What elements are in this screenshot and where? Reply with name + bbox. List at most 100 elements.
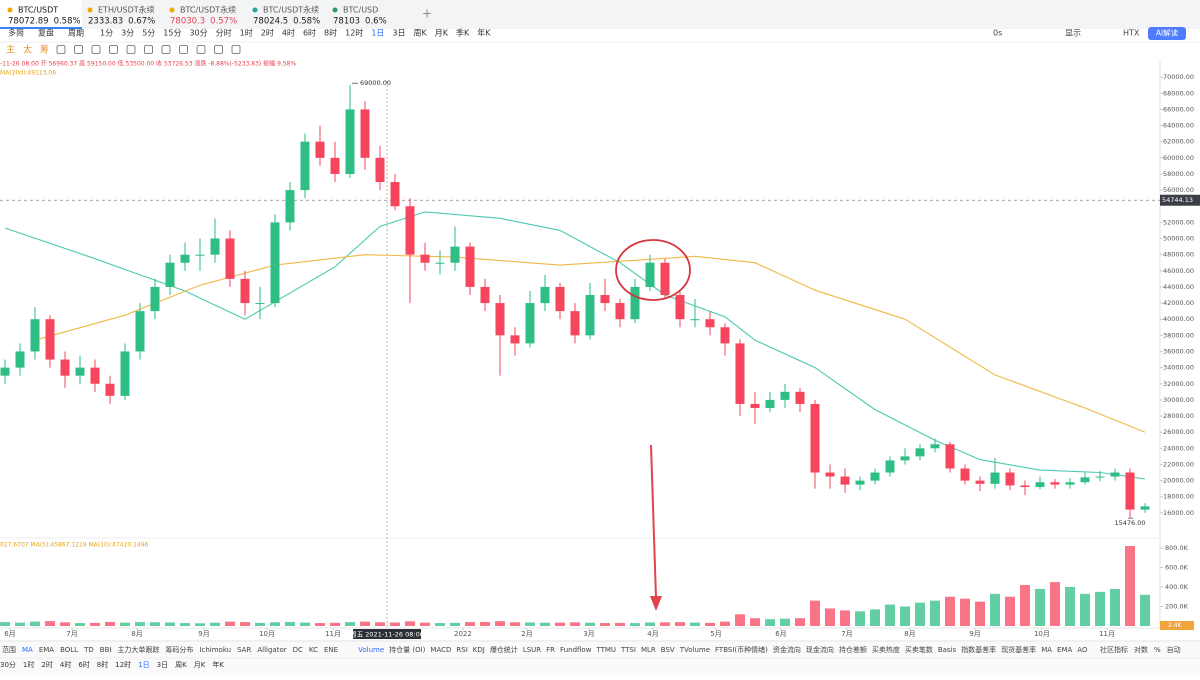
indicator[interactable]: 现金流向	[806, 645, 834, 654]
bottom-interval[interactable]: 年K	[212, 660, 224, 669]
bottom-interval[interactable]: 12时	[115, 660, 131, 669]
tool-icon[interactable]	[56, 45, 66, 54]
indicator[interactable]: 现货基差率	[1001, 645, 1036, 654]
bottom-interval[interactable]: 4时	[60, 660, 71, 669]
bottom-interval[interactable]: 8时	[97, 660, 108, 669]
indicator[interactable]: MA	[22, 646, 33, 654]
interval[interactable]: 1日	[371, 29, 384, 38]
toolbar-right[interactable]: 显示	[1065, 29, 1081, 38]
indicator[interactable]: Alligator	[257, 646, 286, 654]
indicator[interactable]: MA	[1041, 646, 1052, 654]
toolbar-item[interactable]: 周期	[68, 29, 84, 38]
tab-symbol[interactable]: BTC/USD	[343, 6, 378, 15]
interval[interactable]: 3日	[392, 29, 405, 38]
interval[interactable]: 1分	[100, 29, 113, 38]
drawing-tool[interactable]: 筹	[40, 44, 49, 56]
indicator[interactable]: TTSI	[620, 646, 636, 654]
interval[interactable]: 分时	[216, 28, 232, 38]
indicator-right[interactable]: %	[1154, 646, 1161, 654]
active-tab[interactable]	[0, 0, 82, 29]
interval[interactable]: 4时	[282, 28, 295, 38]
interval[interactable]: 周K	[414, 29, 428, 38]
interval[interactable]: 季K	[456, 28, 470, 38]
drawing-tool[interactable]: 太	[23, 44, 32, 56]
tab-symbol[interactable]: BTC/USDT	[18, 6, 58, 15]
ai-button[interactable]: AI解读	[1156, 28, 1179, 38]
indicator[interactable]: RSI	[456, 646, 467, 654]
indicator[interactable]: Fundflow	[560, 646, 592, 654]
indicator[interactable]: 资金流向	[773, 645, 801, 654]
bottom-interval[interactable]: 1日	[138, 661, 149, 669]
indicator-right[interactable]: 社区指标	[1100, 645, 1128, 654]
interval[interactable]: 8时	[324, 28, 337, 38]
indicator[interactable]: DC	[293, 646, 303, 654]
interval[interactable]: 2时	[261, 28, 274, 38]
interval[interactable]: 1时	[240, 28, 253, 38]
bottom-interval[interactable]: 1时	[23, 660, 34, 669]
ai-button-bg[interactable]	[1148, 27, 1186, 40]
toolbar-right[interactable]: HTX	[1123, 29, 1140, 38]
interval[interactable]: 12时	[345, 28, 363, 38]
indicator[interactable]: 买卖笔数	[905, 645, 933, 654]
indicator[interactable]: FR	[546, 646, 555, 654]
indicator[interactable]: 主力大单跟踪	[117, 645, 159, 654]
indicator[interactable]: TD	[83, 646, 94, 654]
drawing-tool[interactable]: 主	[6, 44, 15, 56]
indicator[interactable]: KC	[309, 646, 318, 654]
tool-icon[interactable]	[91, 45, 101, 54]
indicator[interactable]: 筹码分布	[165, 645, 193, 654]
tool-icon[interactable]	[74, 45, 83, 54]
indicator[interactable]: AO	[1077, 646, 1088, 654]
indicator[interactable]: TVolume	[679, 646, 710, 654]
indicator[interactable]: 持仓差额	[839, 645, 867, 654]
bottom-interval[interactable]: 3日	[157, 661, 168, 669]
tool-icon[interactable]	[126, 45, 136, 54]
indicator[interactable]: 爆仓统计	[490, 645, 518, 654]
indicator[interactable]: 指数基差率	[961, 645, 996, 654]
tab-symbol[interactable]: ETH/USDT永续	[98, 5, 155, 15]
indicator[interactable]: BSV	[661, 646, 675, 654]
tool-icon[interactable]	[231, 45, 241, 54]
indicator[interactable]: ENE	[324, 646, 338, 654]
tool-icon[interactable]	[161, 45, 171, 54]
indicator[interactable]: BOLL	[60, 646, 78, 654]
indicator[interactable]: Volume	[358, 646, 384, 654]
indicator[interactable]: KDJ	[473, 646, 485, 654]
bottom-interval[interactable]: 月K	[194, 661, 206, 669]
indicator[interactable]: BBI	[100, 646, 112, 654]
bottom-interval[interactable]: 2时	[41, 660, 52, 669]
interval[interactable]: 30分	[189, 29, 207, 38]
indicator[interactable]: 持仓量 (OI)	[389, 645, 426, 654]
interval[interactable]: 5分	[142, 29, 155, 38]
indicator[interactable]: EMA	[1057, 646, 1072, 654]
add-tab[interactable]: +	[422, 7, 432, 21]
bottom-interval[interactable]: 周K	[175, 661, 187, 669]
interval[interactable]: 年K	[477, 28, 491, 38]
tool-icon[interactable]	[109, 45, 118, 54]
indicator[interactable]: SAR	[237, 646, 251, 654]
interval[interactable]: 15分	[163, 29, 181, 38]
indicator[interactable]: LSUR	[523, 646, 541, 654]
bottom-interval[interactable]: 6时	[78, 660, 89, 669]
indicator[interactable]: 范围	[2, 645, 16, 654]
toolbar-item[interactable]: 复盘	[38, 28, 54, 38]
interval[interactable]: 月K	[435, 29, 449, 38]
indicator[interactable]: TTMU	[595, 646, 616, 654]
interval[interactable]: 6时	[303, 28, 316, 38]
tool-icon[interactable]	[214, 45, 223, 54]
indicator[interactable]: FTBSI(币种情绪)	[715, 645, 768, 654]
indicator[interactable]: Ichimoku	[199, 646, 231, 654]
indicator[interactable]: Basis	[938, 646, 957, 654]
bottom-interval[interactable]: 30分	[0, 660, 16, 669]
indicator[interactable]: 买卖热度	[872, 645, 900, 654]
tool-icon[interactable]	[196, 45, 206, 54]
toolbar-right[interactable]: 0s	[993, 29, 1002, 38]
indicator[interactable]: MACD	[430, 646, 451, 654]
toolbar-item[interactable]: 多简	[8, 28, 24, 38]
indicator[interactable]: EMA	[39, 646, 54, 654]
indicator-right[interactable]: 自动	[1167, 645, 1181, 654]
tab-symbol[interactable]: BTC/USDT永续	[180, 5, 236, 15]
tab-symbol[interactable]: BTC/USDT永续	[263, 5, 319, 15]
indicator-right[interactable]: 对数	[1134, 645, 1148, 654]
interval[interactable]: 3分	[121, 29, 134, 38]
